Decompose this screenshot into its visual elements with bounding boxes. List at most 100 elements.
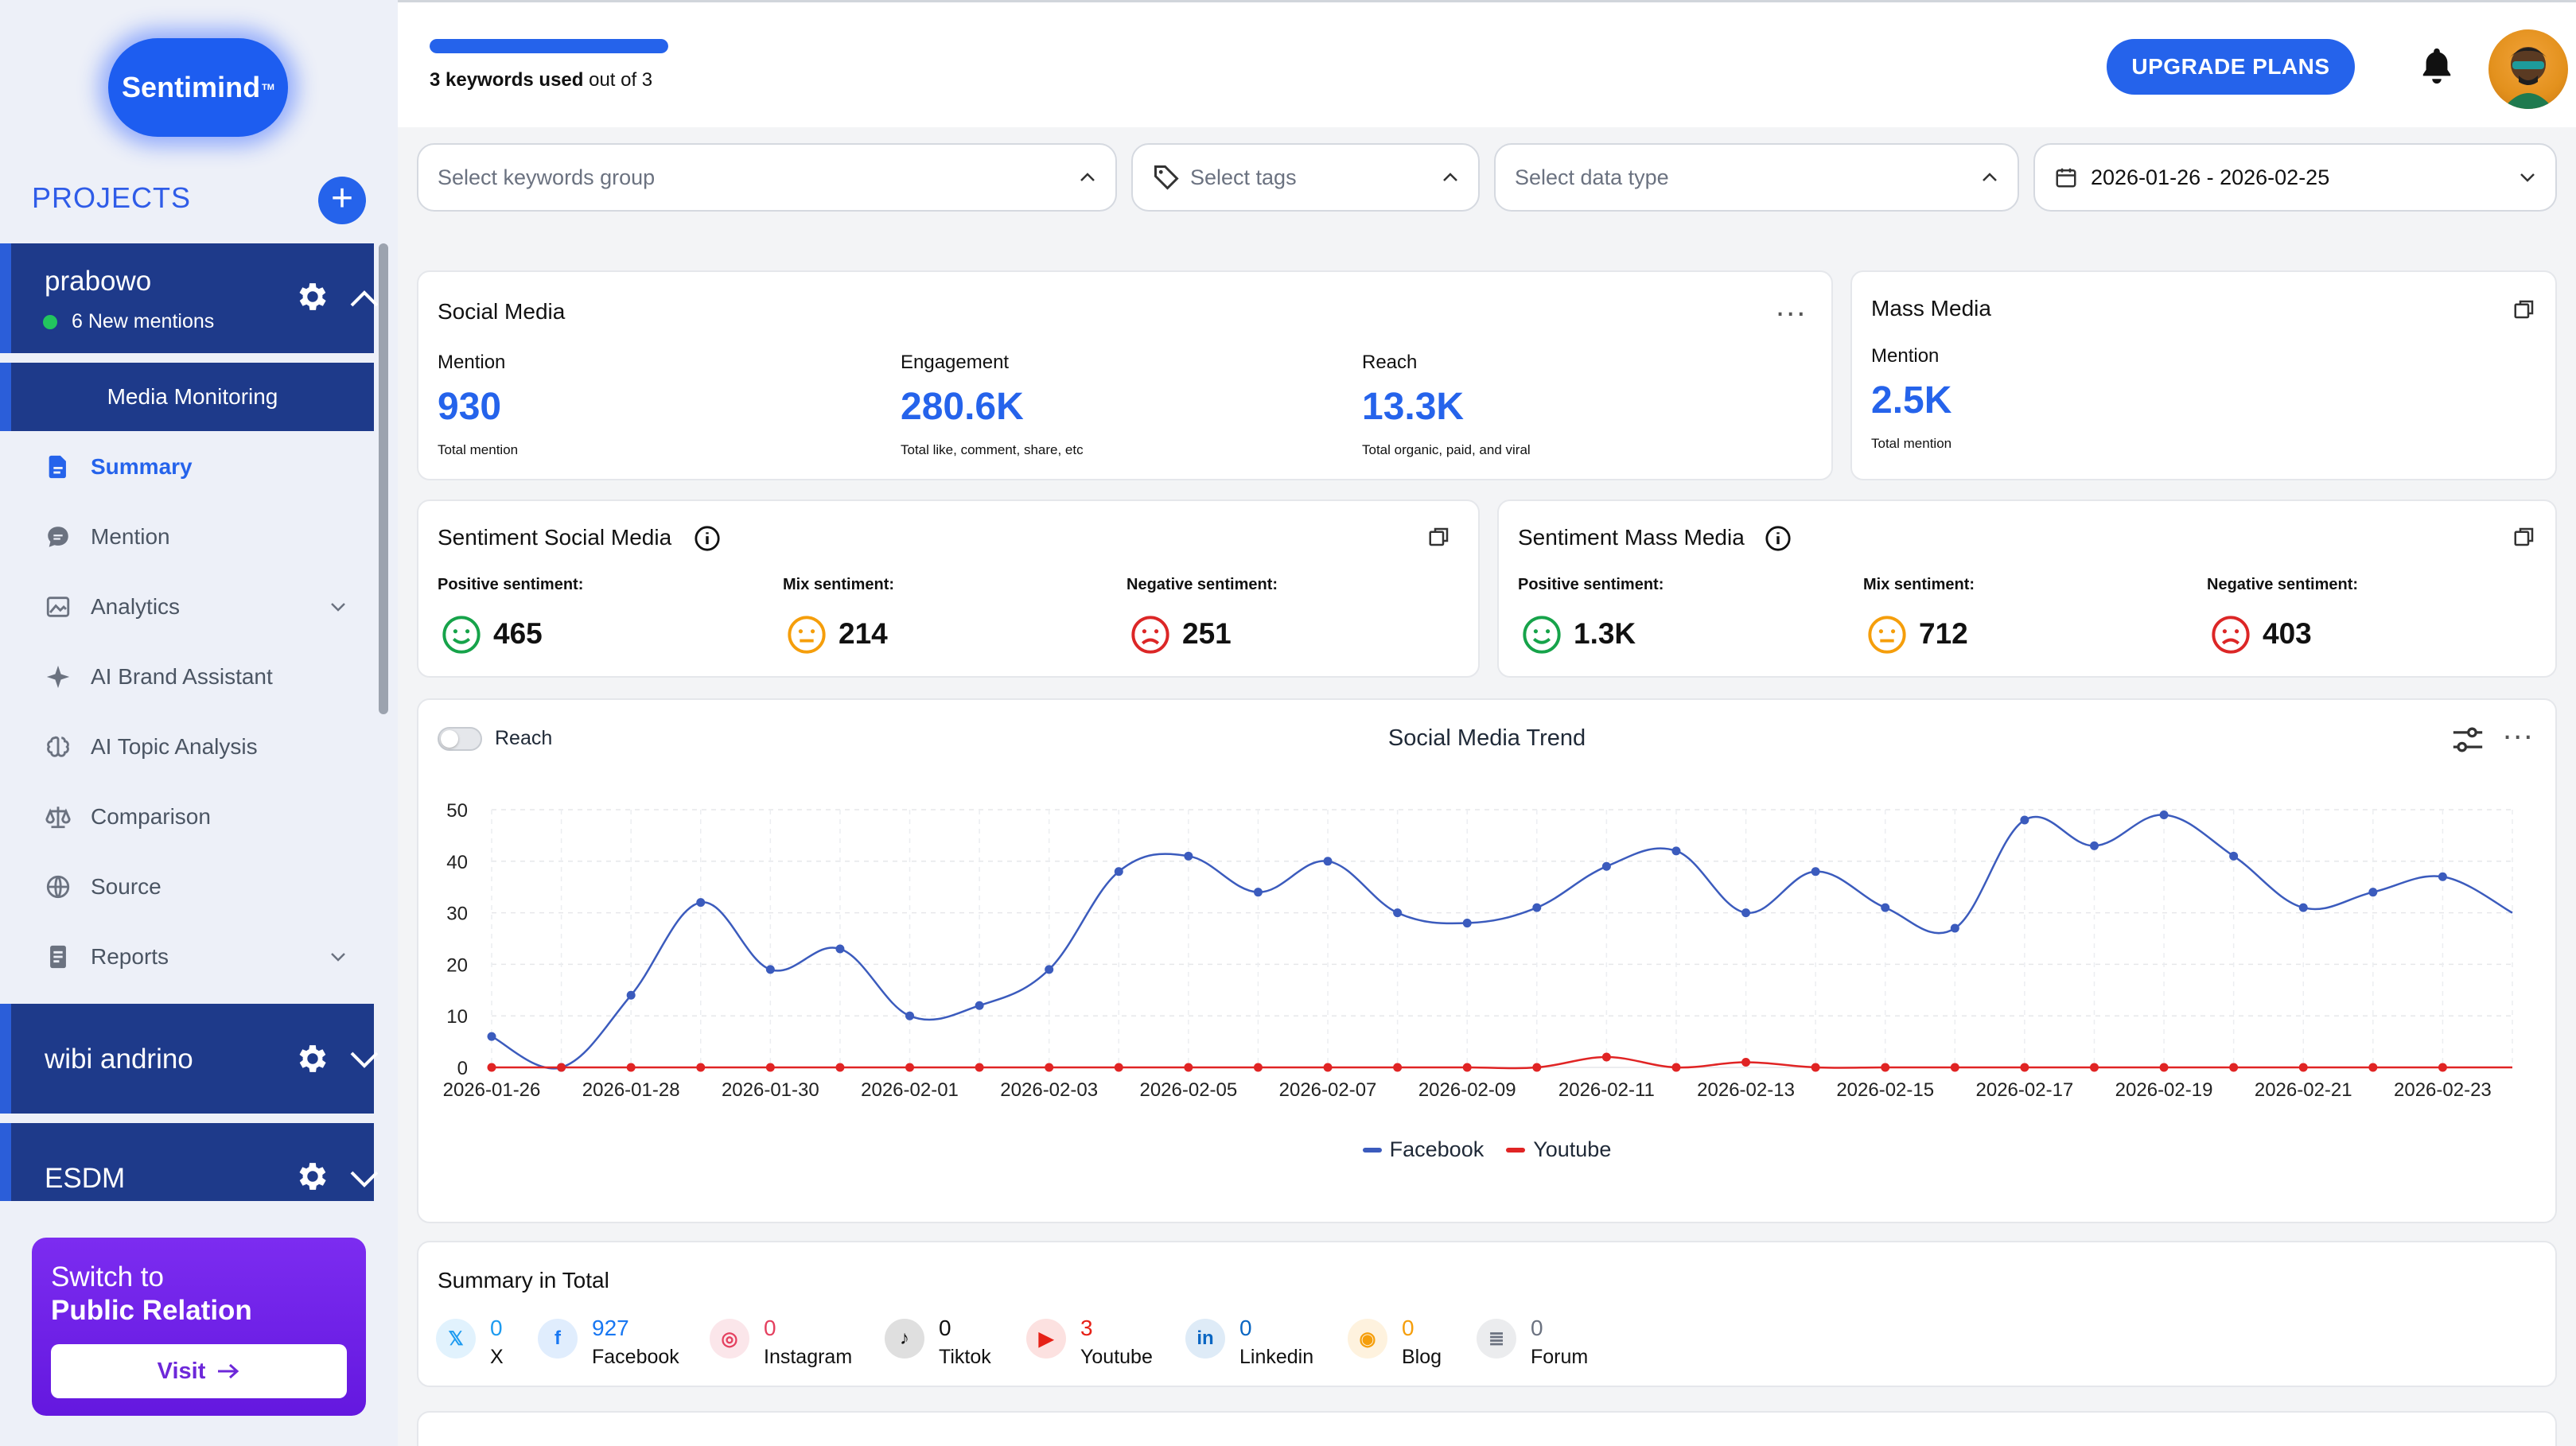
nav-mention-label: Mention [91,524,170,549]
nav-summary[interactable]: Summary [45,453,347,480]
summary-item-name: Youtube [1080,1346,1153,1368]
report-icon [50,945,66,969]
data-point-facebook [1114,867,1123,877]
keyword-usage-fill [430,39,668,53]
data-point-youtube [1253,1063,1263,1072]
legend-youtube[interactable]: Youtube [1506,1137,1611,1162]
sentimind-logo[interactable]: Sentimind TM [108,38,288,137]
sidebar-scrollbar[interactable] [379,243,388,714]
switch-to-text: Switch to [51,1261,164,1292]
data-point-youtube [835,1063,845,1072]
info-icon[interactable] [694,525,721,552]
y-tick-label: 0 [457,1058,468,1079]
filter-sliders-icon[interactable] [2450,724,2485,756]
summary-item-name: Facebook [592,1346,679,1368]
x-tick-label: 2026-02-23 [2394,1079,2492,1101]
new-mentions-text: 6 New mentions [72,310,215,332]
date-range-picker[interactable]: 2026-01-26 - 2026-02-25 [2033,143,2557,212]
gear-icon[interactable] [294,1158,331,1195]
data-point-facebook [1462,919,1472,928]
data-point-youtube [1950,1063,1959,1072]
x-tick-label: 2026-01-30 [722,1079,819,1101]
summary-item-value: 0 [764,1316,776,1340]
data-point-facebook [1601,861,1611,871]
project-wibi-andrino[interactable]: wibi andrino [0,1004,379,1114]
data-point-facebook [1393,908,1403,918]
data-point-facebook [905,1011,915,1020]
forum-icon: ≣ [1477,1319,1516,1359]
legend-facebook-label: Facebook [1389,1137,1485,1161]
data-point-youtube [626,1063,636,1072]
summary-total-card: Summary in Total [417,1241,2557,1387]
data-point-youtube [1811,1063,1820,1072]
nav-ai-brand-label: AI Brand Assistant [91,664,273,689]
nav-source[interactable]: Source [45,873,347,900]
summary-item-name: Tiktok [939,1346,991,1368]
chevron-down-icon[interactable] [348,1168,380,1190]
project-prabowo[interactable]: prabowo 6 New mentions [0,243,379,353]
data-type-select[interactable]: Select data type [1494,143,2019,212]
sad-face-icon [2212,616,2250,654]
trend-chart: 0 10 20 30 40 50 2026-01-26 2026-01-28 2026-01-3… [443,800,2513,1101]
reach-toggle[interactable] [438,727,482,751]
chevron-down-icon [331,603,345,612]
blog-glyph: ◉ [1359,1327,1376,1350]
engagement-label: Engagement [901,352,1010,373]
project-name: wibi andrino [45,1044,193,1075]
more-options-icon[interactable]: ... [1776,288,1807,323]
mass-mention-label: Mention [1871,345,1940,367]
nav-comparison[interactable]: Comparison [45,803,347,830]
chevron-down-icon[interactable] [348,1048,380,1071]
summary-item-value: 0 [1402,1316,1414,1340]
bell-icon[interactable] [2418,45,2455,85]
project-name: prabowo [45,266,152,297]
data-point-youtube [1323,1063,1333,1072]
chevron-up-icon[interactable] [348,288,380,310]
add-project-button[interactable]: + [318,177,366,224]
keywords-group-select[interactable]: Select keywords group [417,143,1117,212]
nav-reports[interactable]: Reports [45,943,347,970]
summary-item-name: Blog [1402,1346,1442,1368]
status-dot-icon [43,314,57,329]
nav-ai-topic-analysis[interactable]: AI Topic Analysis [45,733,347,760]
nav-ai-brand-assistant[interactable]: AI Brand Assistant [45,663,347,690]
toggle-knob [441,730,458,748]
tags-placeholder: Select tags [1190,165,1297,189]
reach-value: 13.3K [1362,386,1465,428]
copy-icon[interactable] [2512,297,2536,321]
media-monitoring-item[interactable]: Media Monitoring [0,363,374,431]
user-avatar[interactable] [2488,29,2568,109]
data-point-facebook [2229,851,2239,861]
data-point-facebook [1950,923,1959,933]
chevron-down-icon [2520,173,2535,182]
chart-image-icon [46,597,70,617]
summary-item-value: 927 [592,1316,629,1340]
nav-analytics[interactable]: Analytics [45,593,347,620]
gear-icon[interactable] [294,1040,331,1077]
mention-value: 930 [438,386,502,428]
x-tick-label: 2026-02-09 [1418,1079,1516,1101]
legend-youtube-label: Youtube [1533,1137,1612,1161]
data-point-youtube [905,1063,915,1072]
sad-face-icon [1131,616,1169,654]
negative-sentiment-label: Negative sentiment: [2207,576,2359,593]
y-tick-label: 10 [446,1006,468,1028]
social-media-title: Social Media [438,299,566,324]
tags-select[interactable]: Select tags [1131,143,1480,212]
project-esdm[interactable]: ESDM [0,1123,379,1201]
avatar-illustration [2503,47,2554,109]
copy-icon[interactable] [2512,525,2536,549]
data-point-facebook [1741,908,1751,918]
data-point-youtube [1045,1063,1054,1072]
mass-media-trend-card [417,1411,2557,1446]
legend-facebook[interactable]: Facebook [1362,1137,1485,1162]
gear-icon[interactable] [294,278,331,315]
nav-mention[interactable]: Mention [45,523,347,550]
instagram-icon: ◎ [710,1319,749,1359]
copy-icon[interactable] [1427,525,1451,549]
visit-button[interactable]: Visit [51,1344,347,1398]
data-point-youtube [487,1063,496,1072]
info-icon[interactable] [1765,525,1792,552]
upgrade-plans-button[interactable]: UPGRADE PLANS [2107,39,2355,95]
sentiment-mass-card: Sentiment Mass Media Positive sentiment:… [1497,499,2557,678]
